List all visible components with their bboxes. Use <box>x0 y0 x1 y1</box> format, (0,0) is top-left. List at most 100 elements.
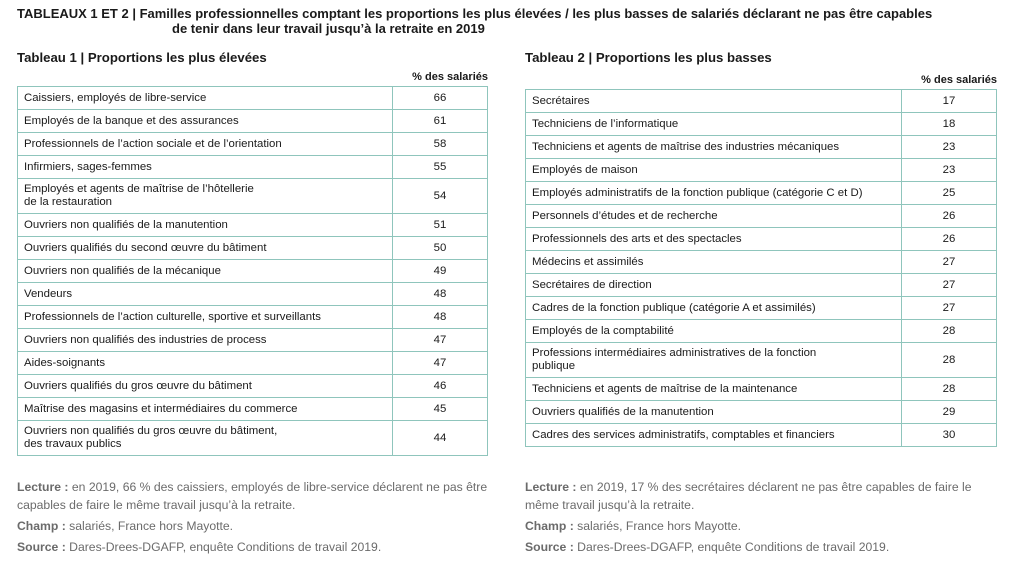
row-value: 23 <box>901 158 997 182</box>
table-row: Techniciens et agents de maîtrise des in… <box>525 135 997 159</box>
row-label: Employés et agents de maîtrise de l’hôte… <box>17 178 393 214</box>
row-label: Cadres des services administratifs, comp… <box>525 423 902 447</box>
row-value: 45 <box>392 397 488 421</box>
table-row: Caissiers, employés de libre-service 66 <box>17 86 488 110</box>
row-value: 27 <box>901 273 997 297</box>
champ-note-right: Champ : salariés, France hors Mayotte. <box>525 517 1005 535</box>
table-2: Secrétaires 17 Techniciens de l’informatiq… <box>525 89 997 447</box>
row-label: Vendeurs <box>17 282 393 306</box>
table-row: Ouvriers non qualifiés des industries de… <box>17 328 488 352</box>
row-label: Professionnels de l’action culturelle, s… <box>17 305 393 329</box>
lecture-text: en 2019, 66 % des caissiers, employés de… <box>17 480 488 512</box>
row-label: Ouvriers non qualifiés de la manutention <box>17 213 393 237</box>
row-label: Cadres de la fonction publique (catégori… <box>525 296 902 320</box>
row-value: 18 <box>901 112 997 136</box>
table-row: Employés de maison 23 <box>525 158 997 182</box>
table-row: Professionnels de l’action sociale et de… <box>17 132 488 156</box>
source-note-right: Source : Dares-Drees-DGAFP, enquête Cond… <box>525 538 1005 556</box>
row-value: 66 <box>392 86 488 110</box>
table-row: Infirmiers, sages-femmes 55 <box>17 155 488 179</box>
table-row: Employés et agents de maîtrise de l’hôte… <box>17 178 488 214</box>
row-label: Caissiers, employés de libre-service <box>17 86 393 110</box>
lecture-label: Lecture : <box>525 480 577 494</box>
table-row: Vendeurs 48 <box>17 282 488 306</box>
champ-label: Champ : <box>525 519 574 533</box>
source-label: Source : <box>17 540 66 554</box>
table-row: Ouvriers non qualifiés de la manutention… <box>17 213 488 237</box>
champ-label: Champ : <box>17 519 66 533</box>
row-value: 49 <box>392 259 488 283</box>
champ-text: salariés, France hors Mayotte. <box>65 519 234 533</box>
source-note-left: Source : Dares-Drees-DGAFP, enquête Cond… <box>17 538 492 556</box>
table-row: Médecins et assimilés 27 <box>525 250 997 274</box>
row-label: Aides-soignants <box>17 351 393 375</box>
table-row: Ouvriers qualifiés de la manutention 29 <box>525 400 997 424</box>
table-row: Employés administratifs de la fonction p… <box>525 181 997 205</box>
row-value: 48 <box>392 282 488 306</box>
row-label: Professions intermédiaires administrativ… <box>525 342 902 378</box>
table-row: Ouvriers qualifiés du gros œuvre du bâti… <box>17 374 488 398</box>
table-row: Secrétaires 17 <box>525 89 997 113</box>
lecture-text: en 2019, 17 % des secrétaires déclarent … <box>525 480 972 512</box>
row-label: Techniciens et agents de maîtrise des in… <box>525 135 902 159</box>
table-2-column-header: % des salariés <box>921 74 997 86</box>
table-row: Personnels d’études et de recherche 26 <box>525 204 997 228</box>
table-row: Ouvriers non qualifiés de la mécanique 49 <box>17 259 488 283</box>
row-label: Professionnels des arts et des spectacle… <box>525 227 902 251</box>
table-1-title: Tableau 1 | Proportions les plus élevées <box>17 50 267 65</box>
row-value: 55 <box>392 155 488 179</box>
table-row: Ouvriers non qualifiés du gros œuvre du … <box>17 420 488 456</box>
champ-note-left: Champ : salariés, France hors Mayotte. <box>17 517 492 535</box>
row-label: Employés de la comptabilité <box>525 319 902 343</box>
row-label: Techniciens de l’informatique <box>525 112 902 136</box>
table-row: Employés de la banque et des assurances 6… <box>17 109 488 133</box>
row-label: Ouvriers qualifiés de la manutention <box>525 400 902 424</box>
lecture-note-left: Lecture : en 2019, 66 % des caissiers, e… <box>17 478 492 514</box>
champ-text: salariés, France hors Mayotte. <box>573 519 742 533</box>
row-label: Employés administratifs de la fonction p… <box>525 181 902 205</box>
source-label: Source : <box>525 540 574 554</box>
table-row: Aides-soignants 47 <box>17 351 488 375</box>
row-label: Ouvriers qualifiés du gros œuvre du bâti… <box>17 374 393 398</box>
row-label: Maîtrise des magasins et intermédiaires … <box>17 397 393 421</box>
row-value: 47 <box>392 351 488 375</box>
row-value: 61 <box>392 109 488 133</box>
row-label: Secrétaires <box>525 89 902 113</box>
notes-right: Lecture : en 2019, 17 % des secrétaires … <box>525 478 1005 559</box>
row-value: 54 <box>392 178 488 214</box>
row-value: 28 <box>901 342 997 378</box>
table-row: Cadres de la fonction publique (catégori… <box>525 296 997 320</box>
table-1-column-header: % des salariés <box>412 71 488 83</box>
row-label: Employés de maison <box>525 158 902 182</box>
row-value: 47 <box>392 328 488 352</box>
row-label: Professionnels de l’action sociale et de… <box>17 132 393 156</box>
title-line-1: TABLEAUX 1 ET 2 | Familles professionnel… <box>17 6 933 21</box>
row-label: Ouvriers non qualifiés de la mécanique <box>17 259 393 283</box>
row-value: 29 <box>901 400 997 424</box>
table-1: Caissiers, employés de libre-service 66 Em… <box>17 86 488 456</box>
table-row: Professionnels de l’action culturelle, s… <box>17 305 488 329</box>
row-value: 17 <box>901 89 997 113</box>
row-value: 30 <box>901 423 997 447</box>
table-2-block: Tableau 2 | Proportions les plus basses … <box>525 49 997 447</box>
row-value: 26 <box>901 204 997 228</box>
table-row: Employés de la comptabilité 28 <box>525 319 997 343</box>
table-row: Ouvriers qualifiés du second œuvre du bâ… <box>17 236 488 260</box>
table-row: Secrétaires de direction 27 <box>525 273 997 297</box>
row-value: 26 <box>901 227 997 251</box>
row-label: Secrétaires de direction <box>525 273 902 297</box>
source-text: Dares-Drees-DGAFP, enquête Conditions de… <box>65 540 382 554</box>
row-label: Personnels d’études et de recherche <box>525 204 902 228</box>
row-value: 51 <box>392 213 488 237</box>
title-line-2: de tenir dans leur travail jusqu’à la re… <box>172 21 485 36</box>
row-value: 28 <box>901 377 997 401</box>
row-label: Médecins et assimilés <box>525 250 902 274</box>
row-value: 27 <box>901 250 997 274</box>
lecture-note-right: Lecture : en 2019, 17 % des secrétaires … <box>525 478 1005 514</box>
table-row: Maîtrise des magasins et intermédiaires … <box>17 397 488 421</box>
table-2-title: Tableau 2 | Proportions les plus basses <box>525 50 772 65</box>
table-row: Professions intermédiaires administrativ… <box>525 342 997 378</box>
table-1-block: Tableau 1 | Proportions les plus élevées… <box>17 49 488 456</box>
table-row: Professionnels des arts et des spectacle… <box>525 227 997 251</box>
row-value: 58 <box>392 132 488 156</box>
